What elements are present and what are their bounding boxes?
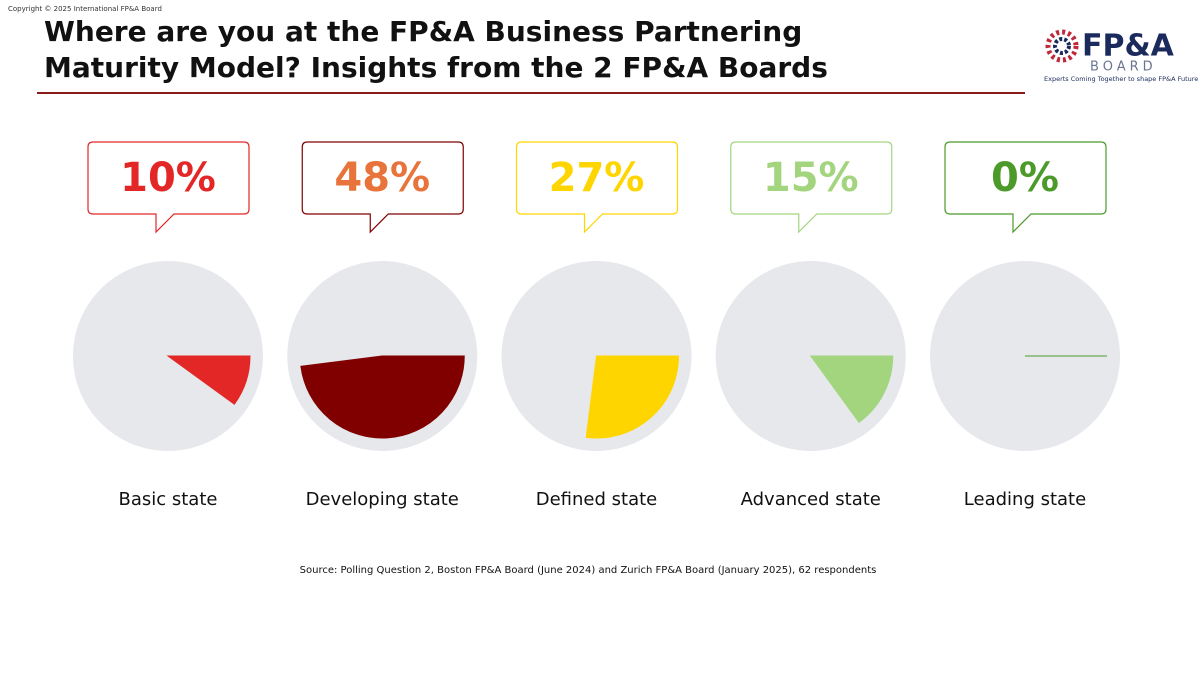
value-label: 48% [334, 155, 430, 201]
source: Source: Polling Question 2, Boston FP&A … [300, 565, 877, 576]
logo-tagline: Experts Coming Together to shape FP&A Fu… [1044, 75, 1198, 83]
category-label: Basic state [119, 489, 218, 510]
category-label: Defined state [536, 489, 658, 510]
pie-wedge [300, 355, 465, 439]
logo-name: FP&A [1082, 29, 1175, 64]
pie-wedge [809, 355, 894, 424]
callout-box [301, 141, 464, 234]
category-label: Leading state [964, 489, 1086, 510]
value-label: 15% [763, 155, 859, 201]
callout-box [515, 141, 679, 234]
chart-title: Where are you at the FP&A Business Partn… [44, 15, 828, 84]
logo-ring [1045, 29, 1079, 63]
pie-wedge [585, 355, 680, 439]
category-label: Advanced state [741, 489, 881, 510]
title-box: Where are you at the FP&A Business Partn… [44, 15, 828, 84]
logo-ring-inner [1053, 37, 1071, 55]
value-label: 0% [991, 155, 1059, 201]
value-label: 27% [549, 155, 645, 201]
callout-box [730, 141, 893, 234]
pie-wedge [166, 355, 251, 405]
callout-box [944, 141, 1107, 234]
callout-box [87, 141, 250, 234]
value-label: 10% [120, 155, 216, 201]
logo-sub: BOARD [1090, 60, 1157, 75]
category-label: Developing state [306, 489, 459, 510]
copyright: Copyright © 2025 International FP&A Boar… [8, 5, 162, 13]
logo: FP&A BOARD Experts Coming Together to sh… [1044, 29, 1198, 84]
